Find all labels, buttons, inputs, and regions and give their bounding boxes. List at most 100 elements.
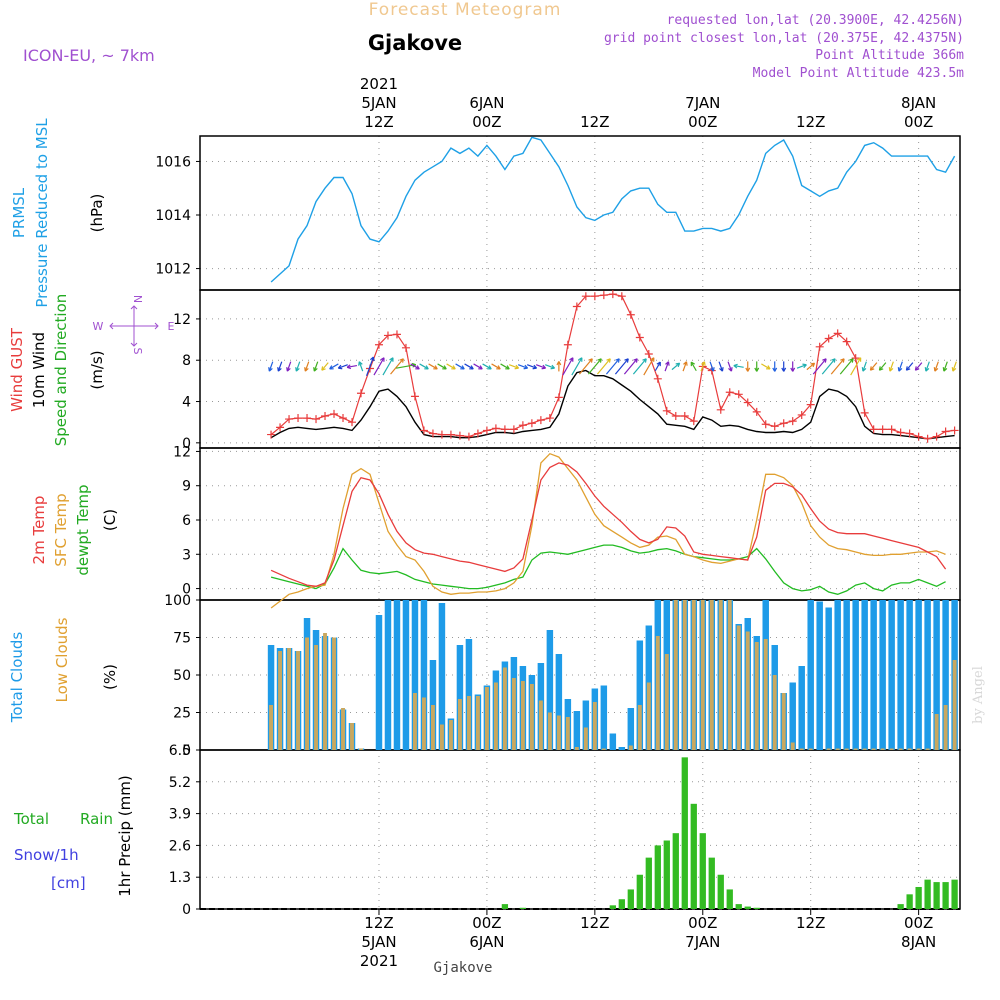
total-cloud-bar	[915, 600, 922, 750]
low-cloud-bar	[502, 667, 507, 750]
low-cloud-bar	[511, 678, 516, 750]
total-cloud-bar	[843, 600, 850, 750]
y-tick-label: 1014	[155, 208, 191, 224]
total-cloud-bar	[816, 601, 823, 750]
wind-arrow	[304, 361, 310, 372]
low-cloud-bar	[422, 697, 426, 750]
wind-arrowhead	[389, 357, 394, 362]
wind-arrow	[390, 358, 404, 375]
wind-arrowhead	[914, 366, 920, 371]
wind-arrowhead	[888, 367, 894, 372]
label-cm: [cm]	[51, 874, 86, 892]
wind-arrow	[709, 361, 715, 372]
top-time-label: 12Z	[580, 113, 609, 131]
low-cloud-bar	[700, 600, 705, 750]
label-1hr-precip: 1hr Precip (mm)	[116, 775, 134, 896]
wind-arrow	[614, 358, 629, 375]
low-cloud-bar	[754, 642, 759, 750]
gust-marker	[896, 428, 905, 437]
total-cloud-bar	[609, 733, 617, 750]
wind-arrow	[491, 363, 501, 370]
wind-arrow	[839, 358, 854, 375]
panel-frame	[199, 749, 961, 910]
rain-bar	[924, 879, 931, 909]
wind-arrow	[544, 364, 555, 369]
low-cloud-bar	[745, 631, 750, 750]
y-tick-label: 3	[182, 547, 191, 563]
wind-arrow	[796, 364, 807, 369]
panel-frame	[199, 447, 961, 601]
gust-marker	[878, 425, 887, 434]
wind-arrowhead	[878, 366, 884, 371]
wind-arrowhead	[556, 361, 562, 366]
wind-arrow	[700, 361, 706, 372]
low-cloud-bar	[556, 715, 561, 750]
wind-arrow	[862, 361, 867, 372]
total-cloud-bar	[618, 747, 626, 750]
wind-arrow	[934, 361, 939, 372]
low-cloud-bar	[493, 682, 498, 750]
y-tick-label: 3.9	[169, 807, 191, 823]
wind-arrow	[313, 361, 319, 372]
wind-arrow	[464, 363, 474, 370]
total-cloud-bar	[465, 639, 473, 750]
wind-arrowhead	[810, 362, 816, 368]
low-cloud-bar	[439, 724, 444, 750]
gust-marker	[392, 330, 401, 339]
wind-arrowhead	[313, 367, 318, 372]
gust-marker	[887, 425, 896, 434]
total-cloud-bar	[834, 600, 841, 750]
wind-arrow	[925, 361, 930, 372]
label-10m-wind: 10m Wind	[30, 332, 48, 408]
gust-marker	[285, 415, 294, 424]
gust-marker	[644, 350, 653, 359]
top-time-label: 8JAN	[901, 94, 936, 112]
low-cloud-bar	[664, 654, 669, 750]
wind-arrowhead	[505, 365, 510, 370]
gust-marker	[923, 434, 932, 443]
gust-marker	[671, 411, 680, 420]
low-cloud-bar	[736, 625, 741, 750]
label-hpa: (hPa)	[88, 194, 106, 233]
gust-marker	[554, 393, 563, 402]
wind-arrowhead	[772, 367, 778, 372]
wind-arrowhead	[451, 365, 456, 370]
rain-bar	[663, 840, 670, 909]
chart-title: Gjakove	[368, 31, 462, 55]
total-cloud-bar	[798, 666, 805, 750]
label-sfc-temp: SFC Temp	[52, 493, 70, 566]
wind-arrow	[482, 363, 492, 370]
wind-arrow	[410, 363, 420, 370]
wind-arrowhead	[897, 367, 903, 372]
low-cloud-bar	[413, 693, 417, 750]
gust-marker	[473, 429, 482, 438]
wind-arrow	[508, 364, 519, 369]
total-cloud-bar	[573, 711, 581, 750]
compass-rose-icon	[109, 305, 159, 347]
total-cloud-bar	[555, 654, 563, 750]
y-tick-label: 2.6	[169, 838, 191, 854]
rain-bar	[609, 905, 616, 909]
low-cloud-bar	[323, 633, 327, 750]
wind-arrow	[718, 361, 724, 372]
gust-marker	[500, 425, 509, 434]
total-cloud-bar	[582, 700, 590, 750]
wind-arrowhead	[656, 361, 661, 367]
wind-arrow	[952, 361, 957, 372]
gust-marker	[446, 430, 455, 439]
gust-marker	[824, 334, 833, 343]
total-cloud-bar	[267, 645, 275, 750]
compass-s: S	[131, 348, 144, 355]
wind-arrowhead	[346, 364, 352, 370]
wind-arrowhead	[442, 365, 447, 370]
wind-arrowhead	[304, 367, 309, 372]
gust-marker	[950, 426, 959, 435]
y-tick-label: 0	[182, 743, 191, 759]
low-cloud-bar	[592, 702, 597, 750]
wind-arrowhead	[399, 358, 404, 363]
gust-marker	[635, 333, 644, 342]
gust-marker	[914, 432, 923, 441]
gust-marker	[455, 431, 464, 440]
low-cloud-bar	[925, 748, 930, 750]
wind-arrow	[821, 358, 836, 375]
